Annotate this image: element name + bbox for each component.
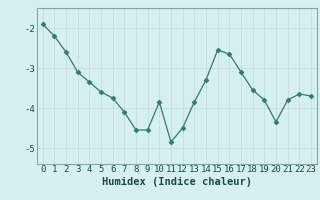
X-axis label: Humidex (Indice chaleur): Humidex (Indice chaleur): [102, 177, 252, 187]
